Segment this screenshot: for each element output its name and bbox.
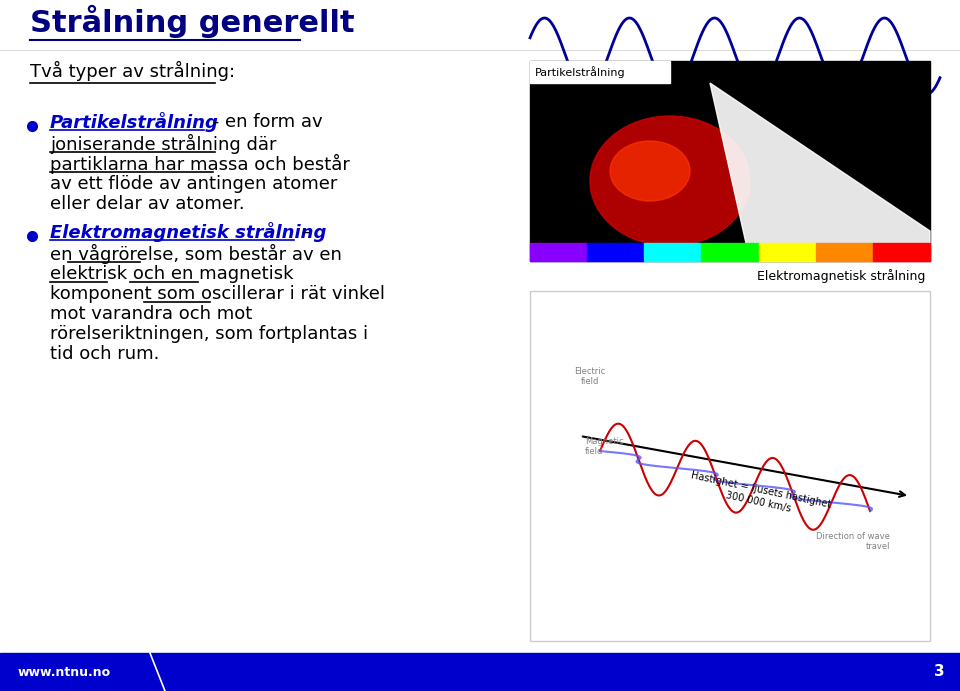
Text: Elektromagnetisk strålning: Elektromagnetisk strålning [50,222,326,242]
Text: eller delar av atomer.: eller delar av atomer. [50,195,245,213]
Bar [873,243,930,261]
Text: elektrisk och en magnetisk: elektrisk och en magnetisk [50,265,294,283]
Text: en vågrörelse, som består av en: en vågrörelse, som består av en [50,244,342,264]
Bar [644,243,702,261]
Text: av ett flöde av antingen atomer: av ett flöde av antingen atomer [50,175,337,193]
Text: 3: 3 [934,665,945,679]
Text: partiklarna har massa och består: partiklarna har massa och består [50,154,349,174]
Bar [530,243,588,261]
Text: –: – [296,223,311,241]
Text: rörelseriktningen, som fortplantas i: rörelseriktningen, som fortplantas i [50,325,368,343]
Text: Elektromagnetisk strålning: Elektromagnetisk strålning [756,269,925,283]
Text: Strålning generellt: Strålning generellt [30,5,354,38]
Text: Direction of wave
travel: Direction of wave travel [816,531,890,551]
Bar [588,243,644,261]
Bar [530,291,930,641]
Text: Partikelstrålning: Partikelstrålning [50,112,219,132]
Text: komponent som oscillerar i rät vinkel: komponent som oscillerar i rät vinkel [50,285,385,303]
Polygon shape [710,83,930,261]
Text: - en form av: - en form av [207,113,323,131]
Text: joniserande strålning där: joniserande strålning där [50,134,276,154]
Bar [0,653,960,691]
Bar [702,243,758,261]
Text: Magnetic
field: Magnetic field [585,437,624,456]
Text: Hastighet = ljusets hastighet
300 000 km/s: Hastighet = ljusets hastighet 300 000 km… [687,471,832,522]
Ellipse shape [610,141,690,201]
Bar [816,243,873,261]
Bar [530,61,670,83]
Ellipse shape [590,116,750,246]
Text: www.ntnu.no: www.ntnu.no [18,665,111,679]
Bar [530,291,930,641]
Text: tid och rum.: tid och rum. [50,345,159,363]
Text: Två typer av strålning:: Två typer av strålning: [30,61,235,81]
Text: Electric
field: Electric field [574,367,606,386]
Bar [758,243,816,261]
Bar [530,61,930,261]
Text: mot varandra och mot: mot varandra och mot [50,305,252,323]
Text: Partikelstrålning: Partikelstrålning [535,66,626,78]
